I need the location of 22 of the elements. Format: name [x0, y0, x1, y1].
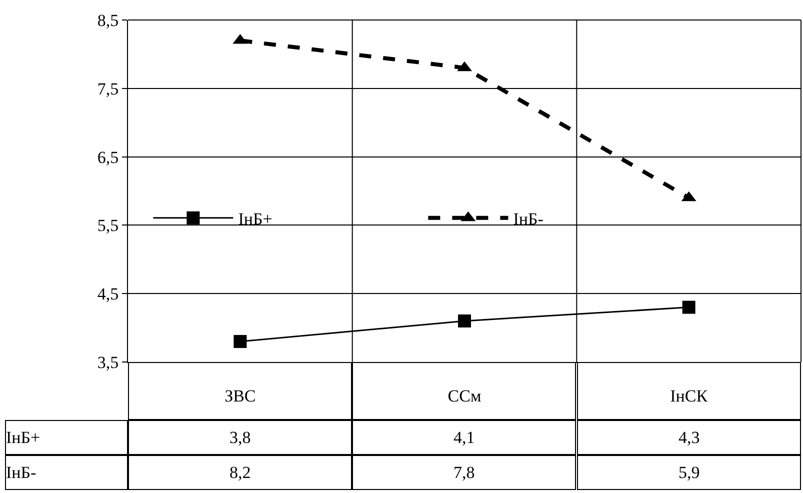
x-tick-label: ССм: [448, 386, 482, 406]
y-tick-label: 4,5: [97, 284, 119, 304]
x-tick-label: ІнСК: [670, 386, 708, 406]
legend-label: ІнБ-: [513, 210, 544, 229]
data-label: 4,3: [678, 428, 700, 447]
data-label: 3,8: [230, 428, 251, 447]
data-label: 8,2: [230, 463, 251, 482]
legend-label: ІнБ+: [238, 210, 272, 229]
y-tick-label: 8,5: [97, 10, 119, 30]
point: [682, 300, 696, 314]
data-label: 5,9: [678, 463, 700, 482]
text: ІнБ+: [6, 428, 40, 447]
y-tick-label: 3,5: [97, 352, 119, 372]
y-tick-label: 6,5: [97, 148, 119, 167]
point: [458, 314, 471, 328]
y-tick-label: 5,5: [97, 216, 119, 236]
data-label: 7,8: [454, 463, 475, 482]
point: [234, 334, 247, 348]
x-tick-label: ЗВС: [224, 386, 256, 406]
text: ІнБ-: [6, 463, 36, 482]
data-label: 4,1: [454, 428, 475, 447]
y-tick-label: 7,5: [97, 79, 119, 98]
